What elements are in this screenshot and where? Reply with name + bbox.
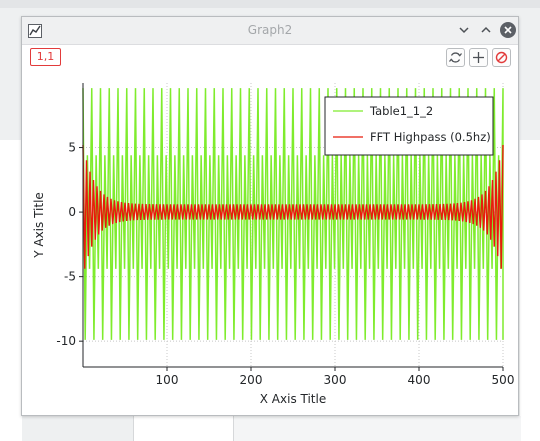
window-titlebar[interactable]: Graph2 bbox=[22, 17, 518, 45]
close-icon[interactable] bbox=[500, 22, 516, 38]
series-line-fft-highpass bbox=[82, 144, 504, 269]
plot-ticks: 100 200 300 400 500 5 0 -5 -10 bbox=[56, 141, 514, 387]
y-tick-label: 0 bbox=[68, 205, 76, 219]
y-tick-label: -5 bbox=[64, 270, 76, 284]
graph-icon bbox=[28, 23, 42, 38]
x-tick-label: 200 bbox=[240, 373, 263, 387]
add-layer-icon bbox=[473, 52, 484, 63]
remove-layer-button[interactable] bbox=[492, 48, 511, 67]
graph-window[interactable]: Graph2 1,1 100 2 bbox=[21, 16, 519, 416]
rescale-icon bbox=[449, 52, 462, 63]
y-tick-label: 5 bbox=[68, 141, 76, 155]
background-panel-left bbox=[0, 140, 22, 441]
remove-layer-icon bbox=[495, 51, 508, 64]
x-axis-title: X Axis Title bbox=[260, 392, 326, 406]
x-tick-label: 500 bbox=[492, 373, 515, 387]
plot-axes bbox=[82, 83, 503, 368]
window-title: Graph2 bbox=[247, 23, 293, 37]
chart-legend[interactable]: Table1_1_2 FFT Highpass (0.5hz) bbox=[324, 96, 494, 156]
plot-series bbox=[82, 88, 504, 340]
layer-button[interactable]: 1,1 bbox=[30, 48, 61, 66]
plot-area[interactable]: 100 200 300 400 500 5 0 -5 -10 X Axis Title Y Ax… bbox=[22, 17, 518, 415]
desktop-strip bbox=[0, 0, 540, 8]
x-tick-label: 100 bbox=[156, 373, 179, 387]
legend-box bbox=[324, 96, 494, 156]
y-axis-title: Y Axis Title bbox=[32, 192, 46, 259]
background-panel-bottom-right bbox=[233, 416, 521, 441]
rescale-button[interactable] bbox=[446, 48, 465, 67]
add-layer-button[interactable] bbox=[469, 48, 488, 67]
background-panel-right bbox=[520, 140, 540, 441]
minimize-icon[interactable] bbox=[456, 22, 472, 38]
x-tick-label: 300 bbox=[324, 373, 347, 387]
maximize-icon[interactable] bbox=[478, 22, 494, 38]
y-tick-label: -10 bbox=[56, 334, 76, 348]
legend-label-table1-1-2: Table1_1_2 bbox=[369, 104, 433, 118]
x-tick-label: 400 bbox=[408, 373, 431, 387]
legend-label-fft-highpass: FFT Highpass (0.5hz) bbox=[370, 130, 491, 144]
background-panel-bottom bbox=[133, 416, 234, 441]
